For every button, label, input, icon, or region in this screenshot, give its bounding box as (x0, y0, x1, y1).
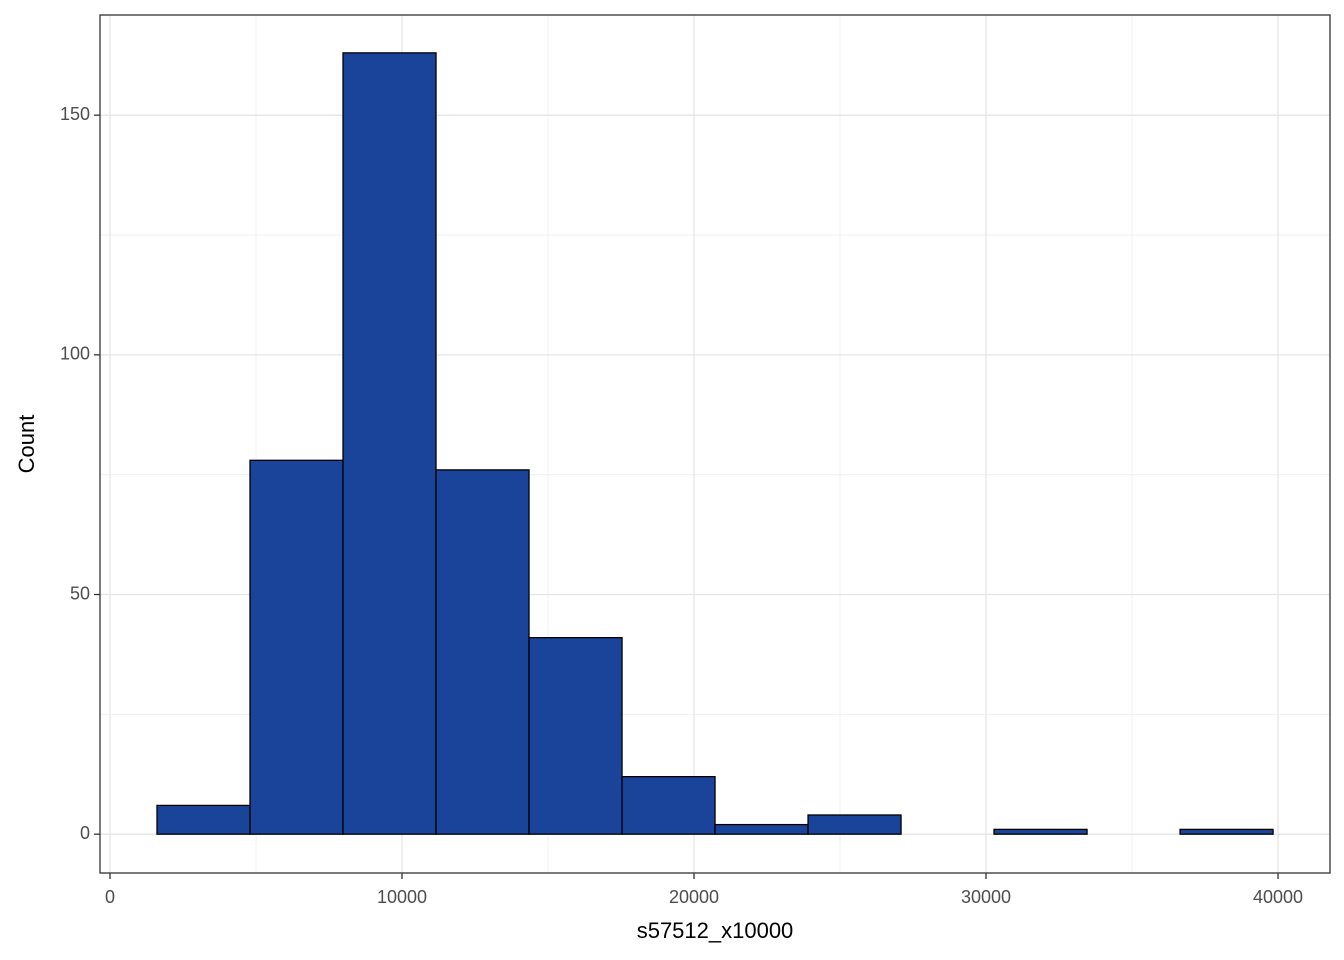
bar (1179, 828, 1274, 835)
bar (156, 804, 251, 835)
bar (435, 469, 530, 835)
x-tick-label: 30000 (961, 887, 1011, 907)
bar (621, 776, 716, 835)
bar (249, 459, 344, 835)
bar (714, 823, 809, 835)
y-tick-label: 0 (80, 823, 90, 843)
x-tick-label: 10000 (377, 887, 427, 907)
bar (807, 814, 902, 835)
x-tick-label: 0 (105, 887, 115, 907)
x-tick-label: 40000 (1253, 887, 1303, 907)
panel-border (99, 14, 1331, 874)
x-axis-title: s57512_x10000 (637, 918, 794, 943)
bar (528, 636, 623, 835)
bar (342, 52, 437, 835)
y-tick-label: 50 (70, 583, 90, 603)
bar (993, 828, 1088, 835)
y-axis-title: Count (14, 415, 39, 474)
y-tick-label: 100 (60, 344, 90, 364)
y-tick-label: 150 (60, 104, 90, 124)
x-tick-label: 20000 (669, 887, 719, 907)
